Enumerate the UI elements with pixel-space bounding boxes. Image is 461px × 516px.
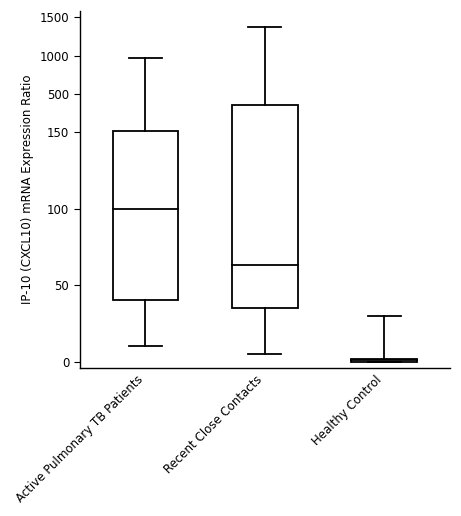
Bar: [351, 359, 417, 362]
Y-axis label: IP-10 (CXCL10) mRNA Expression Ratio: IP-10 (CXCL10) mRNA Expression Ratio: [21, 75, 34, 304]
Bar: [232, 105, 298, 308]
Bar: [112, 131, 178, 300]
